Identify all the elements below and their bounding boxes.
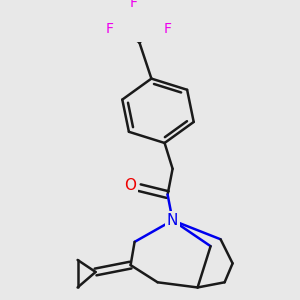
Text: N: N (167, 213, 178, 228)
Text: F: F (129, 0, 137, 10)
Text: F: F (164, 22, 171, 36)
Text: F: F (105, 22, 113, 36)
Text: O: O (124, 178, 136, 194)
